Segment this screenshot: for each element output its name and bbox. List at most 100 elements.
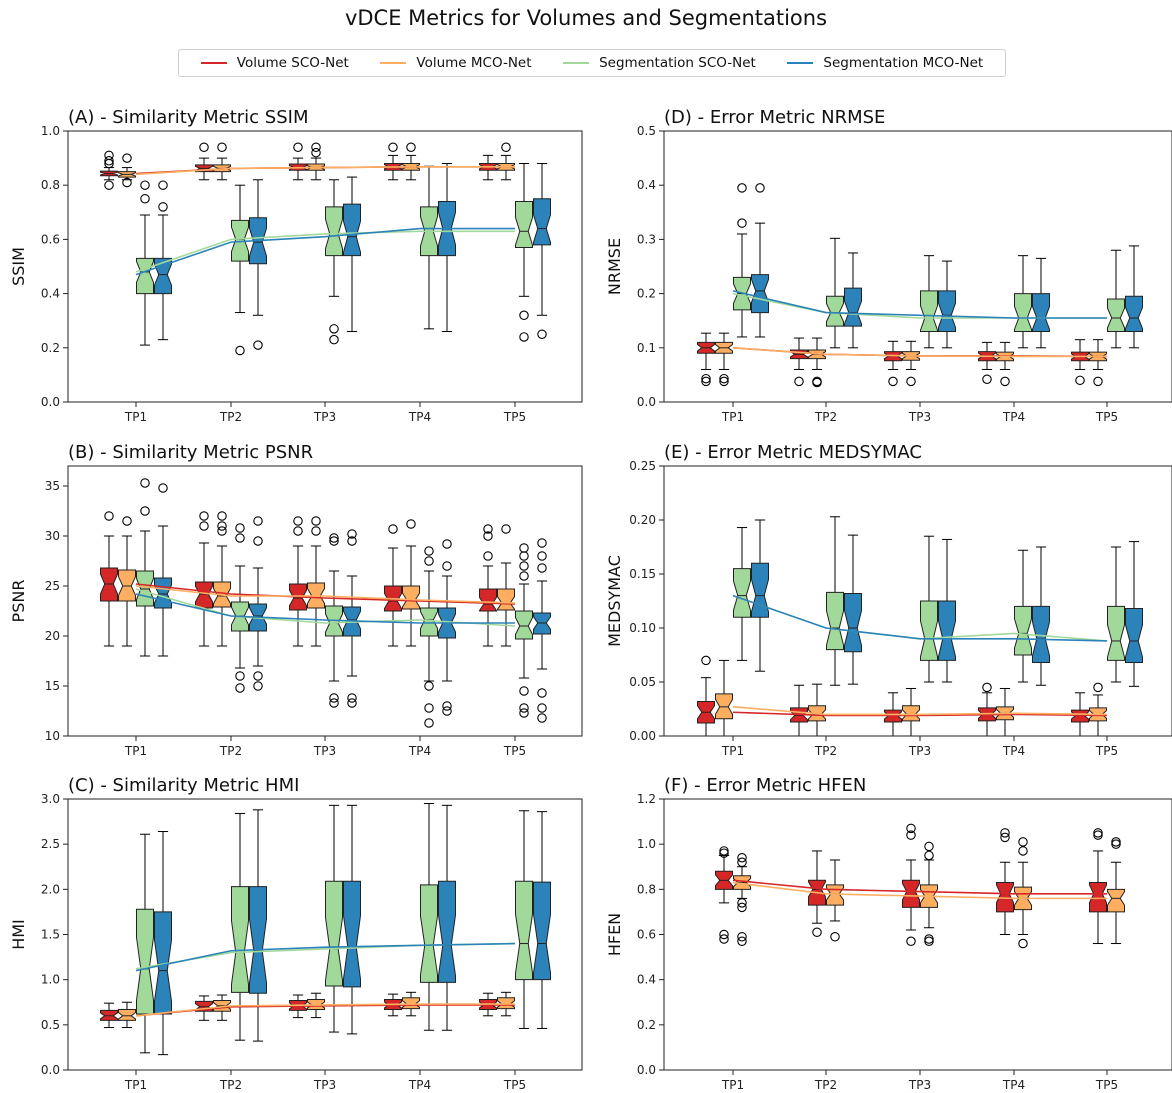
chart-panel-2: (B) - Similarity Metric PSNR PSNR 10 15 20 25… xyxy=(9,442,583,758)
chart-panel-4: (D) - Error Metric NRMSE NRMSE 0.0 0.1 0.2 0.… xyxy=(605,107,1172,424)
series-segmentation-sco-net xyxy=(136,163,533,356)
y-tick-label: 1.5 xyxy=(41,928,60,942)
outlier-point xyxy=(122,516,132,526)
median-trend-line xyxy=(135,227,515,276)
box-body xyxy=(826,591,844,651)
y-tick-label: 35 xyxy=(45,479,60,493)
box-body xyxy=(715,693,733,720)
box-body xyxy=(751,274,769,314)
outlier-point xyxy=(737,898,747,908)
outlier-point xyxy=(812,927,822,937)
outlier-point xyxy=(906,830,916,840)
box-body xyxy=(902,705,920,722)
outlier-point xyxy=(982,682,992,693)
outlier-point xyxy=(701,655,711,666)
outlier-point xyxy=(737,932,747,942)
median-trend-line xyxy=(732,347,1107,358)
outlier-point xyxy=(140,194,150,204)
panel-title: (B) - Similarity Metric PSNR xyxy=(68,442,313,463)
outlier-point xyxy=(199,511,209,521)
x-tick-label: TP4 xyxy=(408,1078,431,1092)
outlier-point xyxy=(235,683,245,693)
outlier-point xyxy=(347,693,357,703)
y-tick-label: 1.0 xyxy=(41,973,60,987)
outlier-point xyxy=(388,524,398,534)
outlier-point xyxy=(424,718,434,728)
outlier-point xyxy=(483,524,493,534)
y-tick-label: 0.6 xyxy=(41,232,60,246)
box-body xyxy=(343,203,361,257)
x-tick-label: TP5 xyxy=(1095,1078,1118,1092)
panel-title: (C) - Similarity Metric HMI xyxy=(68,775,299,796)
y-tick-label: 0.05 xyxy=(629,675,656,689)
x-tick-label: TP1 xyxy=(721,744,744,758)
legend: Volume SCO-Net Volume MCO-Net Segmentati… xyxy=(178,49,1006,77)
y-tick-label: 30 xyxy=(45,529,60,543)
median-trend-line xyxy=(732,879,1107,895)
outlier-point xyxy=(1075,375,1085,386)
outlier-point xyxy=(199,142,209,153)
series-volume-mco-net xyxy=(118,511,515,647)
y-tick-label: 0.15 xyxy=(629,567,656,581)
box-body xyxy=(533,881,551,981)
median-trend-line xyxy=(732,711,1108,717)
box-body xyxy=(515,200,533,249)
box-body xyxy=(325,206,343,257)
box-body xyxy=(1107,888,1125,913)
median-trend-line xyxy=(135,585,516,604)
x-tick-label: TP1 xyxy=(124,410,147,424)
outlier-point xyxy=(1018,846,1028,856)
legend-label: Segmentation MCO-Net xyxy=(823,55,984,71)
outlier-point xyxy=(737,218,747,228)
box-body xyxy=(844,287,862,327)
y-tick-label: 0.5 xyxy=(41,1018,60,1032)
box-body xyxy=(1071,709,1089,723)
box-body xyxy=(325,880,343,987)
y-tick-label: 10 xyxy=(45,729,60,743)
outlier-point xyxy=(311,147,321,158)
outlier-point xyxy=(924,850,934,861)
y-axis-label: HFEN xyxy=(605,913,624,956)
outlier-point xyxy=(737,936,747,947)
y-axis-label: NRMSE xyxy=(605,238,624,295)
x-tick-label: TP1 xyxy=(124,744,147,758)
y-tick-label: 15 xyxy=(45,679,60,693)
legend-swatch-volume-sco xyxy=(200,62,227,64)
y-tick-label: 0.8 xyxy=(41,178,60,192)
x-tick-label: TP1 xyxy=(721,1078,744,1092)
box-body xyxy=(938,290,956,333)
series-volume-mco-net xyxy=(118,142,515,188)
median-trend-line xyxy=(135,942,516,972)
outlier-point xyxy=(737,857,747,867)
box-body xyxy=(136,908,154,1015)
box-body xyxy=(1107,605,1125,661)
y-axis-label: SSIM xyxy=(9,247,28,286)
outlier-point xyxy=(719,846,729,856)
outlier-point xyxy=(329,698,339,708)
legend-swatch-seg-sco xyxy=(563,62,590,64)
y-tick-label: 0.5 xyxy=(637,124,656,138)
axes-frame xyxy=(67,130,583,403)
outlier-point xyxy=(1018,837,1028,847)
y-tick-label: 3.0 xyxy=(41,792,60,806)
legend-swatch-seg-mco xyxy=(787,62,814,64)
box-body xyxy=(438,880,456,983)
outlier-point xyxy=(424,703,434,713)
outlier-point xyxy=(1111,839,1121,849)
outlier-point xyxy=(329,536,339,546)
y-tick-label: 0.10 xyxy=(629,621,656,635)
outlier-point xyxy=(293,142,303,153)
outlier-point xyxy=(794,376,804,387)
outlier-point xyxy=(253,536,263,546)
y-tick-label: 1.2 xyxy=(637,792,656,806)
legend-item-seg-sco: Segmentation SCO-Net xyxy=(563,55,756,71)
outlier-point xyxy=(140,506,150,516)
x-tick-label: TP2 xyxy=(814,1078,837,1092)
outlier-point xyxy=(158,180,168,190)
box-body xyxy=(1032,605,1050,664)
outlier-point xyxy=(442,701,452,711)
x-tick-label: TP5 xyxy=(1095,410,1118,424)
y-axis-label: HMI xyxy=(9,919,28,950)
outlier-point xyxy=(501,142,511,153)
